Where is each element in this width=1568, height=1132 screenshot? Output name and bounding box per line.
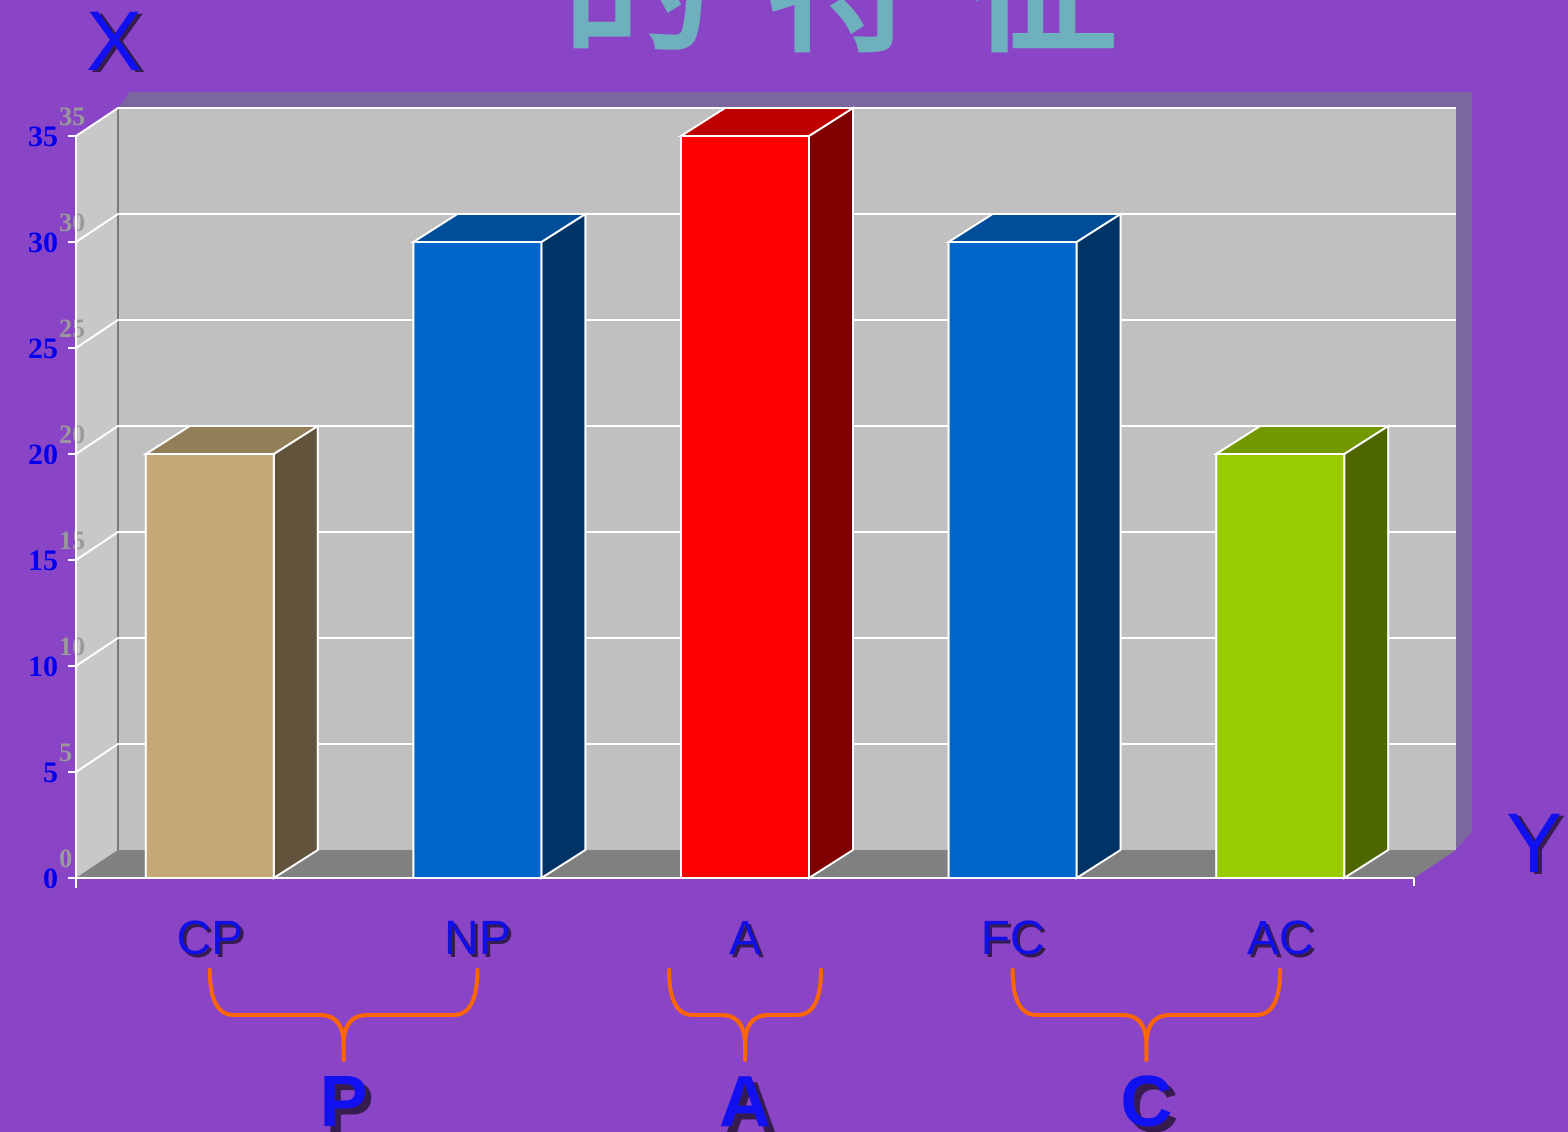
y-tick-ghost: 15 bbox=[59, 526, 85, 555]
y-tick-ghost: 35 bbox=[59, 102, 85, 131]
x-tick-shadow: AC bbox=[1250, 915, 1317, 968]
bar-np bbox=[409, 212, 589, 880]
svg-text:P: P bbox=[326, 1068, 374, 1132]
group-label: C bbox=[1120, 1062, 1172, 1132]
y-tick-ghost: 10 bbox=[59, 632, 85, 661]
bar-cp bbox=[142, 424, 322, 880]
x-tick-label: CP bbox=[176, 912, 243, 965]
bar-front bbox=[947, 241, 1078, 879]
y-tick-ghost: 30 bbox=[59, 208, 85, 237]
bar-side bbox=[1343, 424, 1390, 880]
bar-side bbox=[272, 424, 319, 880]
x-tick-label: AC bbox=[1247, 912, 1314, 965]
y-tick-ghost: 5 bbox=[59, 738, 72, 767]
y-axis-letter: Y bbox=[1506, 796, 1562, 890]
bar-front bbox=[412, 241, 543, 879]
group-brace bbox=[207, 968, 480, 1062]
x-tick-label: A bbox=[729, 912, 761, 965]
y-tick-label: 30 bbox=[28, 226, 58, 259]
svg-text:X: X bbox=[90, 0, 146, 90]
bar-a bbox=[677, 106, 857, 880]
x-tick-shadow: A bbox=[732, 915, 764, 968]
x-tick-label: FC bbox=[981, 912, 1045, 965]
x-tick-label: NP bbox=[444, 912, 511, 965]
chart-title: 的 特 征 bbox=[563, 0, 1117, 74]
group-braces: PP AA CC bbox=[207, 968, 1283, 1132]
bar-side bbox=[1075, 212, 1122, 880]
bar-front bbox=[680, 135, 810, 879]
bar-side bbox=[808, 106, 854, 880]
x-axis-letter: X bbox=[86, 0, 142, 88]
y-tick-ghost: 20 bbox=[59, 420, 85, 449]
y-tick-ghost: 0 bbox=[59, 844, 72, 873]
group-label: P bbox=[320, 1062, 368, 1132]
svg-text:A: A bbox=[725, 1068, 777, 1132]
bar-fc bbox=[945, 212, 1125, 880]
y-tick-label: 35 bbox=[28, 120, 58, 153]
x-tick-shadow: CP bbox=[179, 915, 246, 968]
group-brace bbox=[1010, 968, 1283, 1062]
group-brace bbox=[667, 968, 823, 1062]
y-tick-ghost: 25 bbox=[59, 314, 85, 343]
y-tick-label: 5 bbox=[43, 756, 58, 789]
x-tick-shadow: FC bbox=[984, 915, 1048, 968]
bar-front bbox=[1215, 453, 1346, 879]
y-tick-label: 20 bbox=[28, 438, 58, 471]
bar-side bbox=[540, 212, 587, 880]
gridline bbox=[75, 107, 1456, 137]
y-tick-label: 15 bbox=[28, 544, 58, 577]
x-tick-shadow: NP bbox=[447, 915, 514, 968]
bars bbox=[142, 106, 1392, 880]
bar-front bbox=[144, 453, 275, 879]
y-tick-label: 10 bbox=[28, 650, 58, 683]
bar-ac bbox=[1212, 424, 1392, 880]
y-tick-label: 25 bbox=[28, 332, 58, 365]
y-tick-label: 0 bbox=[43, 862, 58, 895]
svg-text:Y: Y bbox=[1510, 798, 1566, 892]
group-label: A bbox=[719, 1062, 771, 1132]
svg-text:C: C bbox=[1126, 1068, 1178, 1132]
